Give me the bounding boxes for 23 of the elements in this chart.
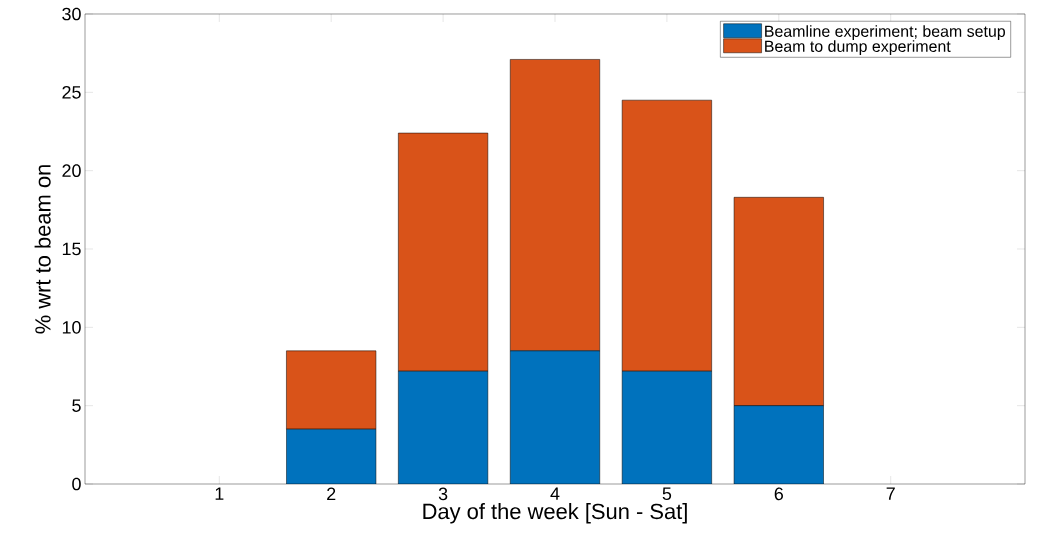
bar [509, 350, 601, 484]
x-tick-label: 7 [886, 487, 895, 500]
y-axis-title: % wrt to beam on [34, 165, 51, 334]
y-tick-label: 25 [62, 85, 81, 99]
bar [621, 370, 712, 484]
y-tick-label: 20 [62, 164, 81, 178]
x-tick-label: 6 [774, 487, 784, 501]
x-tick-label: 1 [215, 487, 224, 500]
x-tick-label: 5 [662, 487, 672, 501]
y-tick-label: 30 [62, 7, 81, 21]
legend-label: Beam to dump experiment [765, 40, 951, 56]
bar [733, 405, 824, 484]
bar [398, 370, 489, 484]
y-tick-label: 5 [72, 399, 81, 412]
x-tick-label: 4 [550, 487, 560, 500]
x-axis-title: Day of the week [Sun - Sat] [423, 503, 687, 524]
x-tick-label: 2 [327, 487, 336, 501]
bar [286, 428, 377, 484]
x-tick-label: 3 [438, 487, 448, 501]
y-tick-label: 15 [62, 242, 81, 256]
y-tick-label: 0 [72, 477, 81, 491]
legend-label: Beamline experiment; beam setup [765, 25, 1005, 41]
y-tick-label: 10 [62, 320, 81, 334]
